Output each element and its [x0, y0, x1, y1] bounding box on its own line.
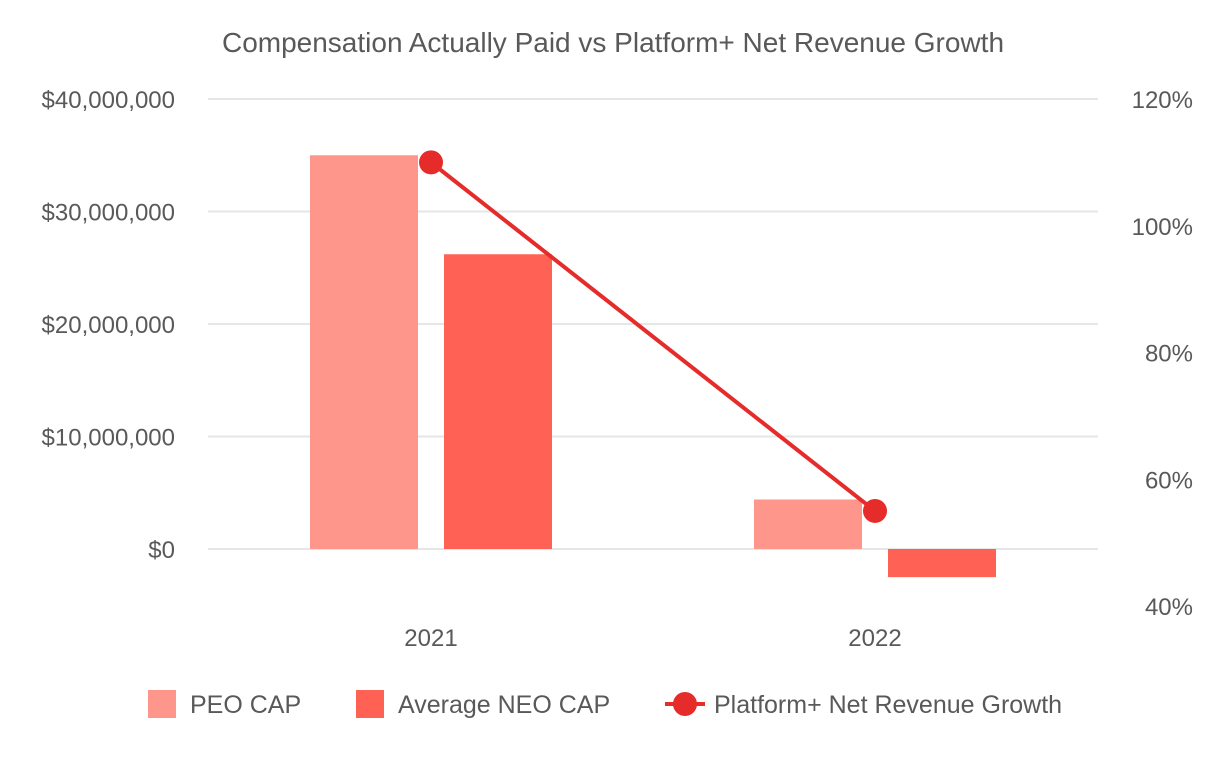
left-tick-label: $0 — [148, 537, 175, 564]
category-labels: 2021 2022 — [404, 625, 901, 652]
left-tick-label: $20,000,000 — [42, 312, 175, 339]
bar-peo-cap-2022 — [754, 499, 862, 549]
growth-point-2022 — [863, 498, 887, 523]
legend-label-peo-cap: PEO CAP — [190, 691, 301, 719]
right-axis-ticks: 120% 100% 80% 60% 40% — [1132, 87, 1193, 621]
legend-label-average-neo-cap: Average NEO CAP — [398, 691, 610, 719]
chart-title: Compensation Actually Paid vs Platform+ … — [222, 27, 1004, 58]
legend-label-platform-net-revenue-growth: Platform+ Net Revenue Growth — [714, 691, 1062, 719]
right-tick-label: 100% — [1132, 214, 1193, 241]
right-tick-label: 120% — [1132, 87, 1193, 114]
category-label: 2021 — [404, 625, 457, 652]
legend: PEO CAP Average NEO CAP Platform+ Net Reve… — [148, 690, 1062, 719]
right-tick-label: 80% — [1145, 341, 1193, 368]
legend-swatch-peo-cap — [148, 690, 176, 718]
right-tick-label: 40% — [1145, 594, 1193, 621]
bar-average-neo-cap-2022 — [888, 549, 996, 578]
growth-line — [429, 160, 877, 513]
left-tick-label: $10,000,000 — [42, 425, 175, 452]
growth-point-2021 — [419, 150, 443, 175]
growth-line-layer — [419, 150, 887, 523]
right-tick-label: 60% — [1145, 467, 1193, 494]
bar-peo-cap-2021 — [310, 155, 418, 549]
left-axis-ticks: $40,000,000 $30,000,000 $20,000,000 $10,000… — [42, 87, 175, 564]
left-tick-label: $40,000,000 — [42, 87, 175, 114]
bars — [310, 155, 996, 578]
bar-average-neo-cap-2021 — [444, 254, 552, 549]
category-label: 2022 — [848, 625, 901, 652]
legend-swatch-average-neo-cap — [356, 690, 384, 718]
left-tick-label: $30,000,000 — [42, 200, 175, 227]
legend-marker-platform-net-revenue-growth — [673, 692, 697, 716]
